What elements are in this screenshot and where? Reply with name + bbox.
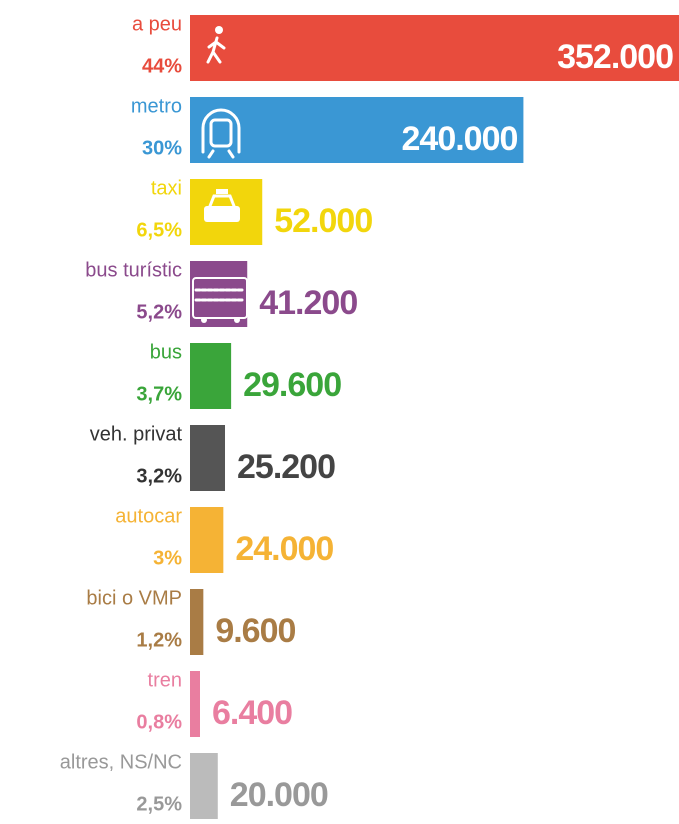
bar <box>190 589 204 655</box>
value-label: 6.400 <box>212 694 292 732</box>
category-label: a peu <box>132 13 182 35</box>
category-label: taxi <box>151 177 182 199</box>
bar <box>190 15 679 81</box>
walk-icon <box>206 26 226 64</box>
icons <box>192 26 248 323</box>
category-label: veh. privat <box>90 423 183 445</box>
value-label: 352.000 <box>557 38 673 76</box>
value-label: 24.000 <box>235 530 333 568</box>
value-label: 25.200 <box>237 448 335 486</box>
metro-icon <box>201 108 241 159</box>
category-label: bus turístic <box>85 259 182 281</box>
share-label: 3,2% <box>136 465 182 487</box>
category-label: tren <box>148 669 182 691</box>
tourist-bus-icon <box>192 277 248 323</box>
share-label: 44% <box>142 55 182 77</box>
value-label: 29.600 <box>243 366 341 404</box>
share-label: 30% <box>142 137 182 159</box>
bar <box>190 753 218 819</box>
share-label: 3,7% <box>136 383 182 405</box>
category-label: altres, NS/NC <box>60 751 182 773</box>
category-label: bus <box>150 341 182 363</box>
bar <box>190 425 226 491</box>
value-label: 240.000 <box>402 120 518 158</box>
value-label: 9.600 <box>215 612 295 650</box>
value-label: 20.000 <box>230 776 328 814</box>
bar <box>190 507 224 573</box>
value-label: 41.200 <box>259 284 357 322</box>
category-label: autocar <box>115 505 182 527</box>
share-label: 3% <box>153 547 182 569</box>
category-label: bici o VMP <box>86 587 182 609</box>
taxi-icon <box>204 189 240 222</box>
share-label: 6,5% <box>136 219 182 241</box>
share-label: 1,2% <box>136 629 182 651</box>
value-label: 52.000 <box>274 202 372 240</box>
bar <box>190 343 232 409</box>
share-label: 2,5% <box>136 793 182 815</box>
share-label: 5,2% <box>136 301 182 323</box>
bar <box>190 671 200 737</box>
share-label: 0,8% <box>136 711 182 733</box>
category-label: metro <box>131 95 182 117</box>
bar <box>190 97 524 163</box>
bars: a peu 44% 352.000 metro 30% 240.000 taxi 6,5% 52… <box>60 13 679 819</box>
bar <box>190 261 248 327</box>
